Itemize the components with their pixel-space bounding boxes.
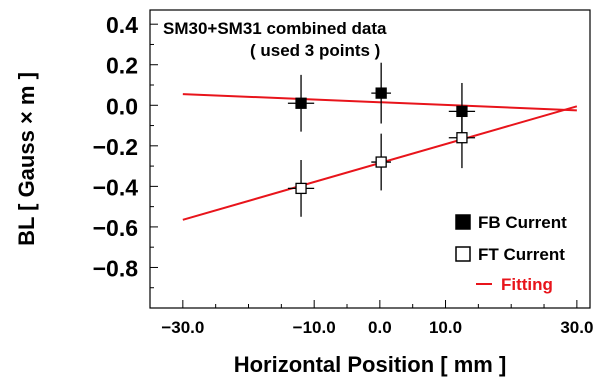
ft-point-2-marker [375, 156, 387, 168]
legend-label-fit: Fitting [501, 275, 553, 294]
fit-line-1 [182, 93, 577, 112]
y-tick-label: 0.0 [106, 93, 138, 119]
legend-swatch-ft [455, 246, 471, 262]
y-tick-label: 0.4 [106, 12, 138, 38]
chart-subtitle: ( used 3 points ) [250, 41, 380, 60]
y-tick-label: −0.2 [93, 134, 138, 160]
ft-point-1-marker [295, 182, 307, 195]
x-axis-label: Horizontal Position [ mm ] [234, 352, 507, 377]
x-tick-label: 10.0 [429, 318, 462, 337]
x-tick-label: −30.0 [161, 318, 204, 337]
legend-label-fb: FB Current [478, 213, 567, 232]
legend-label-ft: FT Current [478, 245, 565, 264]
x-tick-label: 0.0 [368, 318, 392, 337]
chart-title: SM30+SM31 combined data [163, 19, 387, 38]
x-tick-label: 30.0 [560, 318, 593, 337]
x-tick-label: −10.0 [293, 318, 336, 337]
y-tick-label: 0.2 [106, 53, 138, 79]
legend-swatch-fb [455, 214, 471, 230]
y-axis-label: BL [ Gauss × m ] [14, 72, 39, 246]
y-tick-label: −0.4 [93, 174, 139, 200]
fb-point-2-marker [375, 87, 387, 99]
y-tick-label: −0.8 [93, 255, 139, 281]
fb-point-1-marker [295, 97, 307, 109]
y-tick-label: −0.6 [93, 215, 138, 241]
plot-frame [149, 9, 591, 309]
legend: FB Current FT Current Fitting [455, 213, 567, 294]
ft-point-3-marker [456, 132, 468, 144]
